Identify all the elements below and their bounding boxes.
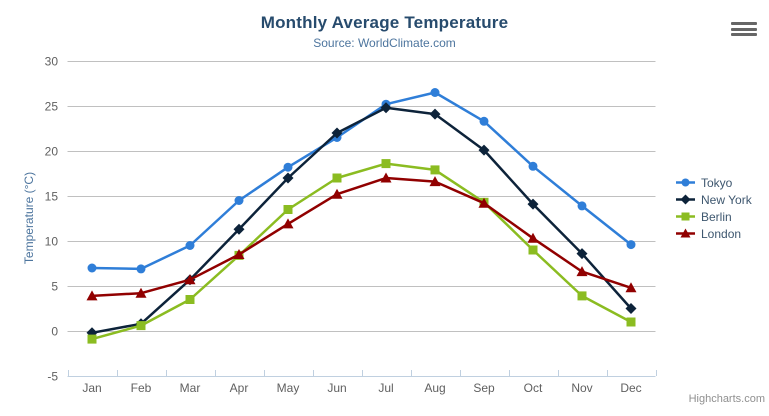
- series-tokyo-point[interactable]: [528, 161, 538, 171]
- series-london-point[interactable]: [576, 266, 588, 277]
- legend-item-label: Berlin: [701, 209, 732, 224]
- series-tokyo-point[interactable]: [136, 264, 146, 274]
- series-new-york-point[interactable]: [625, 303, 637, 314]
- series-tokyo-point[interactable]: [185, 241, 195, 250]
- series-london-point[interactable]: [233, 249, 245, 259]
- legend-item-label: New York: [701, 192, 752, 207]
- legend-item-label: Tokyo: [701, 175, 733, 190]
- y-axis-title: Temperature (°C): [22, 172, 36, 264]
- chart-subtitle: Source: WorldClimate.com: [313, 36, 456, 50]
- series-berlin-point[interactable]: [87, 334, 97, 344]
- series-london-point[interactable]: [184, 274, 196, 285]
- series-new-york-point[interactable]: [576, 248, 588, 260]
- x-axis-label: Jun: [327, 381, 346, 395]
- series-london-point[interactable]: [282, 218, 294, 229]
- y-axis-label: 25: [45, 100, 59, 114]
- series-london: [86, 172, 637, 301]
- series-tokyo-point[interactable]: [626, 240, 636, 250]
- y-axis-label: 15: [45, 190, 59, 204]
- y-axis-label: 10: [45, 235, 59, 249]
- series-london-point[interactable]: [86, 290, 98, 301]
- series-new-york-point[interactable]: [478, 144, 490, 156]
- series-berlin-point[interactable]: [136, 321, 146, 331]
- legend-marker: [681, 178, 690, 187]
- y-axis-label: 30: [45, 55, 59, 69]
- legend-item-new-york[interactable]: New York: [676, 191, 752, 208]
- legend-marker: [680, 228, 691, 238]
- legend-item-london[interactable]: London: [676, 225, 752, 242]
- series-london-point[interactable]: [135, 287, 147, 298]
- series-tokyo-point[interactable]: [577, 201, 587, 211]
- credits-link[interactable]: Highcharts.com: [688, 393, 765, 405]
- x-axis-label: Nov: [571, 381, 592, 395]
- series-berlin-point[interactable]: [577, 291, 587, 301]
- x-axis-label: Sep: [473, 381, 495, 395]
- series-new-york-point[interactable]: [233, 223, 245, 235]
- x-axis-label: Mar: [180, 381, 201, 395]
- series-london-point[interactable]: [527, 232, 539, 243]
- series-berlin-point[interactable]: [185, 295, 195, 304]
- legend-circle-icon: [676, 178, 695, 187]
- legend: Tokyo New York Berlin London: [676, 174, 752, 242]
- grid-layer: [67, 61, 656, 377]
- series-berlin-point[interactable]: [430, 165, 440, 175]
- x-axis-label: Apr: [230, 381, 249, 395]
- series-berlin-point[interactable]: [283, 205, 293, 214]
- legend-diamond-icon: [676, 194, 695, 205]
- y-axis-label: 0: [51, 325, 58, 339]
- x-axis-label: Jul: [378, 381, 393, 395]
- x-axis-label: Aug: [424, 381, 445, 395]
- series-london-point[interactable]: [625, 282, 637, 293]
- x-axis-label: Dec: [620, 381, 641, 395]
- export-menu-button[interactable]: [729, 19, 759, 39]
- legend-item-berlin[interactable]: Berlin: [676, 208, 752, 225]
- series-london-point[interactable]: [478, 197, 490, 208]
- series-berlin-point[interactable]: [528, 245, 538, 255]
- series-tokyo-line: [90, 91, 633, 271]
- series-layer: [86, 88, 637, 344]
- series-tokyo: [87, 88, 636, 274]
- x-axis-label: May: [277, 381, 300, 395]
- series-london-line: [90, 176, 633, 298]
- series-berlin-point[interactable]: [626, 317, 636, 327]
- legend-item-label: London: [701, 226, 742, 241]
- series-tokyo-point[interactable]: [430, 88, 440, 97]
- series-new-york-point[interactable]: [331, 127, 343, 139]
- series-new-york-point[interactable]: [380, 102, 392, 114]
- legend-marker: [680, 194, 691, 205]
- series-tokyo-point[interactable]: [87, 263, 97, 273]
- y-axis-label: 5: [51, 280, 58, 294]
- legend-square-icon: [676, 212, 695, 221]
- chart-title: Monthly Average Temperature: [260, 13, 509, 32]
- x-axis-label: Oct: [524, 381, 543, 395]
- series-new-york-line: [90, 106, 633, 335]
- hamburger-icon: [731, 22, 757, 36]
- series-tokyo-point[interactable]: [234, 196, 244, 205]
- legend-marker: [681, 212, 690, 221]
- series-new-york-point[interactable]: [429, 108, 441, 120]
- series-new-york: [86, 102, 637, 339]
- legend-item-tokyo[interactable]: Tokyo: [676, 174, 752, 191]
- series-london-point[interactable]: [429, 176, 441, 187]
- y-axis-label: 20: [45, 145, 59, 159]
- series-new-york-point[interactable]: [282, 172, 294, 184]
- series-london-point[interactable]: [380, 172, 392, 183]
- x-axis-label: Jan: [82, 381, 101, 395]
- series-berlin-point[interactable]: [381, 159, 391, 169]
- x-axis-label: Feb: [131, 381, 152, 395]
- legend-triangle-icon: [676, 228, 695, 238]
- y-axis-label: -5: [47, 370, 58, 384]
- series-tokyo-point[interactable]: [479, 116, 489, 126]
- axis-layer: -5 0 5 10 15 20 25 30 Jan Feb Mar Apr May Jun Jul Aug Se…: [45, 55, 657, 395]
- series-berlin-line: [90, 162, 633, 341]
- series-tokyo-point[interactable]: [283, 162, 293, 172]
- series-berlin-point[interactable]: [332, 173, 342, 183]
- series-london-point[interactable]: [331, 188, 343, 199]
- series-new-york-point[interactable]: [527, 198, 539, 210]
